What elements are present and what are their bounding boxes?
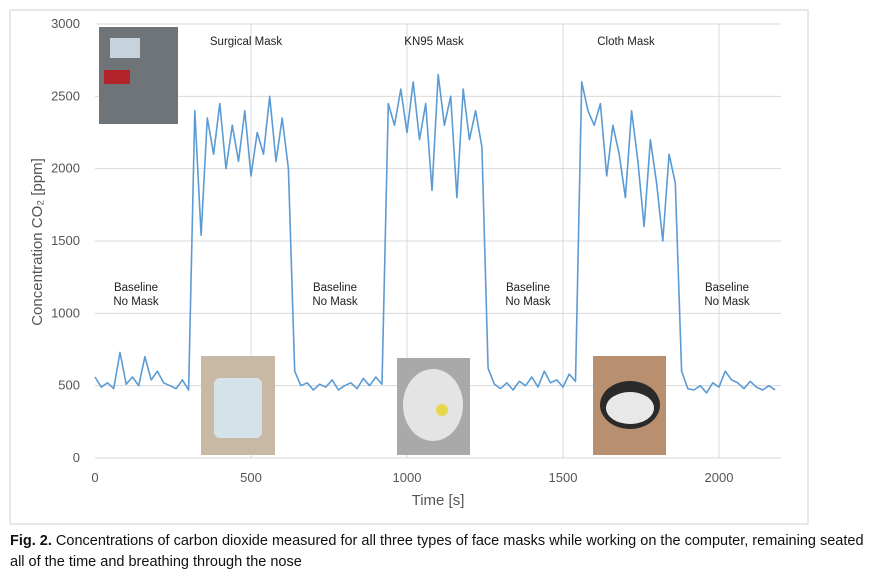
y-tick-label: 3000 [51, 16, 80, 31]
photo-detail [110, 38, 140, 58]
y-tick-label: 500 [58, 378, 80, 393]
baseline-label: No Mask [505, 296, 551, 308]
caption: Fig. 2. Concentrations of carbon dioxide… [10, 531, 878, 573]
baseline-label: No Mask [113, 296, 159, 308]
phase-label: Surgical Mask [210, 36, 282, 48]
x-tick-label: 1500 [549, 470, 578, 485]
y-tick-label: 1000 [51, 305, 80, 320]
caption-label: Fig. 2. [10, 533, 52, 549]
phase-label: Cloth Mask [597, 36, 655, 48]
baseline-label: Baseline [705, 282, 749, 294]
data-line [94, 73, 776, 394]
x-axis-label: Time [s] [412, 492, 465, 509]
baseline-label: No Mask [312, 296, 358, 308]
y-tick-label: 1500 [51, 233, 80, 248]
y-tick-label: 0 [73, 450, 80, 465]
photo-detail [403, 369, 463, 441]
x-tick-label: 1000 [393, 470, 422, 485]
baseline-label: Baseline [506, 282, 550, 294]
y-axis-label: Concentration CO₂ [ppm] [29, 158, 46, 326]
chart: Time [s] Concentration CO₂ [ppm] 0 500 100… [9, 9, 809, 525]
photo-detail [104, 70, 130, 84]
photo-detail [606, 392, 654, 424]
photo-detail [214, 378, 262, 438]
baseline-label: Baseline [313, 282, 357, 294]
photo-detail [436, 404, 448, 416]
y-tick-label: 2000 [51, 161, 80, 176]
x-tick-label: 500 [240, 470, 262, 485]
caption-text: Concentrations of carbon dioxide measure… [10, 533, 864, 570]
y-tick-label: 2500 [51, 88, 80, 103]
baseline-label: No Mask [704, 296, 750, 308]
phase-label: KN95 Mask [404, 36, 464, 48]
x-tick-label: 0 [91, 470, 98, 485]
x-tick-label: 2000 [705, 470, 734, 485]
baseline-label: Baseline [114, 282, 158, 294]
